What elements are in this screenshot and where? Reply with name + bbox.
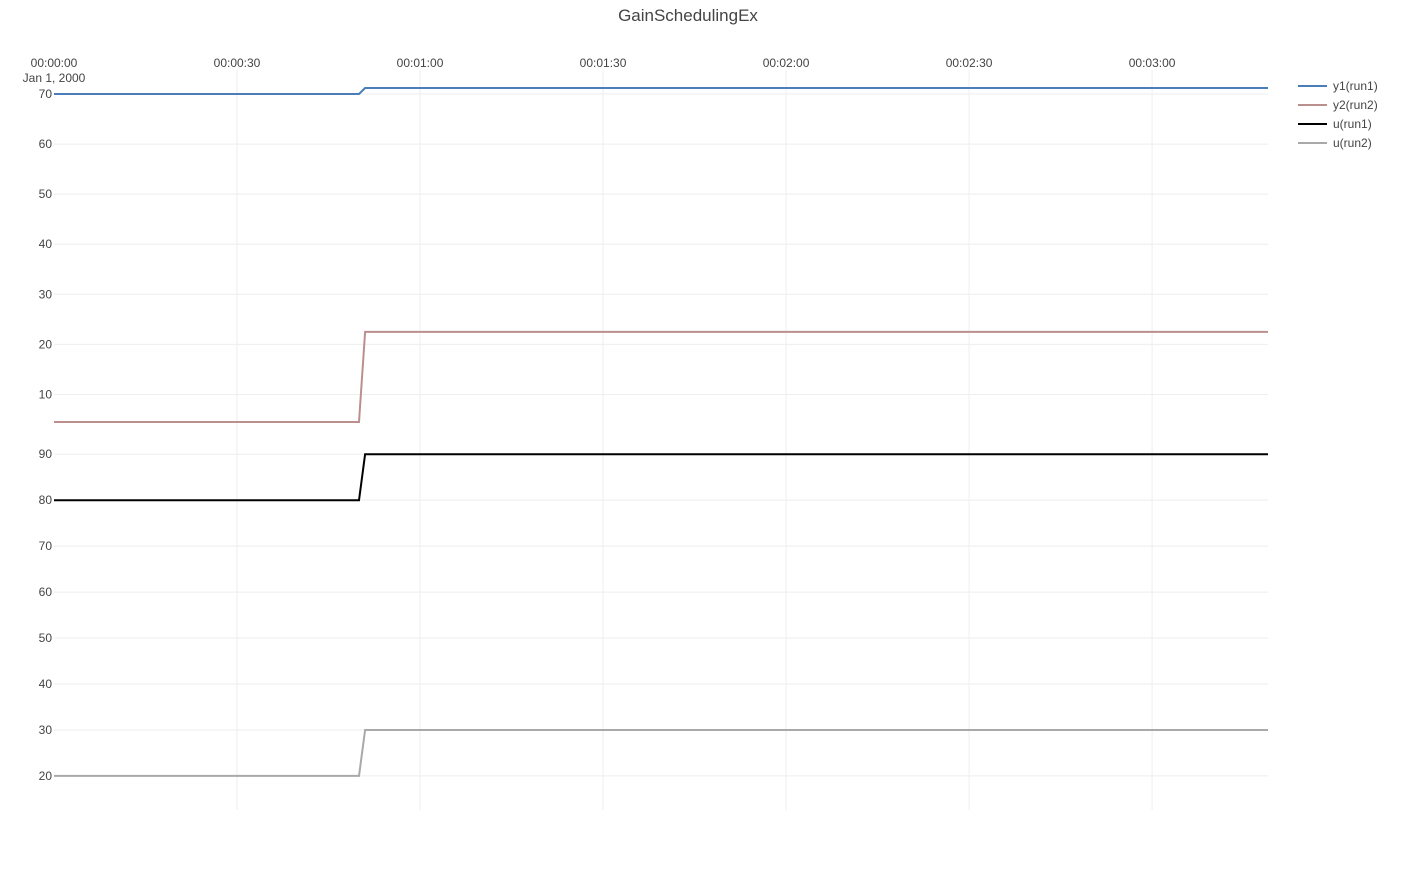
y-axis: 10 20 30 40 50 60 70 20 30 40 50 60 70 80 90 xyxy=(39,87,53,783)
series-line-u-run1 xyxy=(54,453,1268,502)
x-tick-label: 00:02:30 xyxy=(946,56,993,70)
chart-title: GainSchedulingEx xyxy=(618,6,758,25)
legend-label: u(run2) xyxy=(1333,136,1372,150)
y-tick-label: 50 xyxy=(39,631,53,645)
y-tick-label: 50 xyxy=(39,187,53,201)
y-tick-label: 70 xyxy=(39,539,53,553)
y-tick-label: 20 xyxy=(39,337,53,351)
y-tick-label: 70 xyxy=(39,87,53,101)
legend[interactable]: y1(run1) y2(run2) u(run1) u(run2) xyxy=(1298,79,1378,150)
x-tick-label: 00:01:00 xyxy=(397,56,444,70)
series-line-y2-run2 xyxy=(54,330,1268,423)
legend-item[interactable]: y2(run2) xyxy=(1298,98,1378,112)
x-tick-label: 00:01:30 xyxy=(580,56,627,70)
x-axis: 00:00:00 00:00:30 00:01:00 00:01:30 00:02:00… xyxy=(23,56,1176,85)
y-tick-label: 10 xyxy=(39,387,53,401)
y-tick-label: 40 xyxy=(39,677,53,691)
legend-item[interactable]: y1(run1) xyxy=(1298,79,1378,93)
y-tick-label: 30 xyxy=(39,287,53,301)
y-tick-label: 90 xyxy=(39,447,53,461)
legend-label: u(run1) xyxy=(1333,117,1372,131)
legend-label: y1(run1) xyxy=(1333,79,1378,93)
series-lines xyxy=(54,87,1268,777)
y-tick-label: 30 xyxy=(39,723,53,737)
x-tick-label: 00:02:00 xyxy=(763,56,810,70)
grid-lines xyxy=(54,70,1268,810)
y-tick-label: 60 xyxy=(39,137,53,151)
x-tick-label: 00:00:00 xyxy=(31,56,78,70)
legend-item[interactable]: u(run2) xyxy=(1298,136,1372,150)
y-tick-label: 20 xyxy=(39,769,53,783)
legend-item[interactable]: u(run1) xyxy=(1298,117,1372,131)
x-date-label: Jan 1, 2000 xyxy=(23,71,86,85)
y-tick-label: 80 xyxy=(39,493,53,507)
series-line-y1-run1 xyxy=(54,87,1268,95)
x-tick-label: 00:00:30 xyxy=(214,56,261,70)
y-tick-label: 40 xyxy=(39,237,53,251)
x-tick-label: 00:03:00 xyxy=(1129,56,1176,70)
y-tick-label: 60 xyxy=(39,585,53,599)
legend-label: y2(run2) xyxy=(1333,98,1378,112)
series-line-u-run2 xyxy=(54,729,1268,777)
